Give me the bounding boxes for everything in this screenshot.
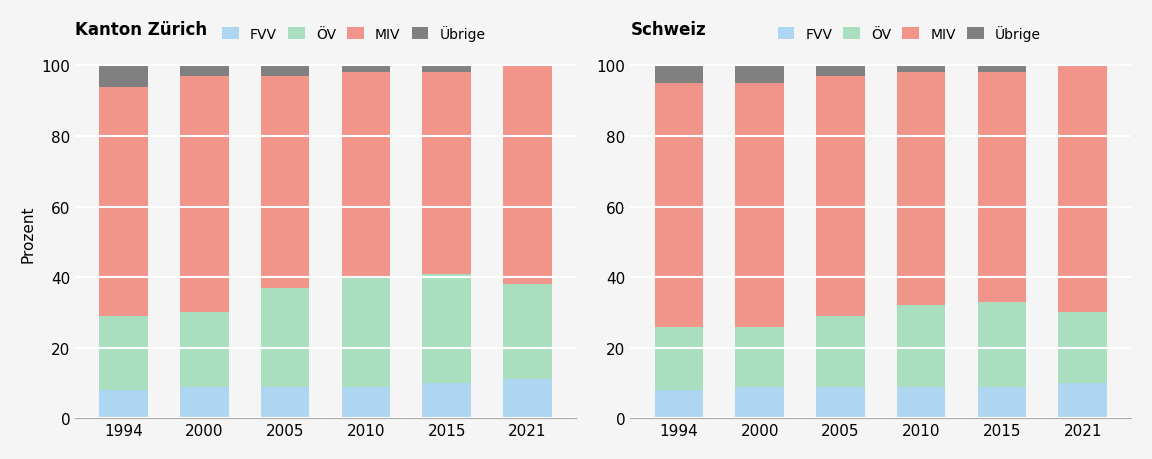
Bar bbox=[260, 77, 310, 288]
Bar bbox=[503, 380, 552, 419]
Legend: FVV, ÖV, MIV, Übrige: FVV, ÖV, MIV, Übrige bbox=[778, 26, 1040, 42]
Bar bbox=[99, 66, 147, 87]
Bar bbox=[654, 390, 703, 419]
Bar bbox=[735, 327, 783, 386]
Bar bbox=[897, 306, 946, 386]
Bar bbox=[99, 390, 147, 419]
Bar bbox=[978, 66, 1026, 73]
Bar bbox=[180, 66, 228, 77]
Bar bbox=[978, 386, 1026, 419]
Bar bbox=[99, 87, 147, 316]
Bar bbox=[654, 84, 703, 327]
Bar bbox=[260, 386, 310, 419]
Bar bbox=[654, 66, 703, 84]
Bar bbox=[735, 386, 783, 419]
Bar bbox=[180, 77, 228, 313]
Bar bbox=[897, 73, 946, 306]
Bar bbox=[735, 84, 783, 327]
Legend: FVV, ÖV, MIV, Übrige: FVV, ÖV, MIV, Übrige bbox=[222, 26, 485, 42]
Bar bbox=[654, 327, 703, 390]
Bar bbox=[735, 66, 783, 84]
Text: Kanton Zürich: Kanton Zürich bbox=[75, 21, 207, 39]
Bar bbox=[1059, 383, 1107, 419]
Bar bbox=[99, 316, 147, 390]
Bar bbox=[342, 66, 391, 73]
Y-axis label: Prozent: Prozent bbox=[21, 205, 36, 262]
Bar bbox=[180, 313, 228, 386]
Bar bbox=[897, 386, 946, 419]
Bar bbox=[1059, 66, 1107, 313]
Bar bbox=[260, 288, 310, 386]
Bar bbox=[503, 285, 552, 380]
Bar bbox=[816, 77, 865, 316]
Bar bbox=[423, 383, 471, 419]
Bar bbox=[978, 73, 1026, 302]
Bar bbox=[897, 66, 946, 73]
Bar bbox=[423, 274, 471, 383]
Bar bbox=[816, 386, 865, 419]
Bar bbox=[816, 66, 865, 77]
Bar bbox=[342, 73, 391, 278]
Bar bbox=[342, 386, 391, 419]
Bar bbox=[503, 66, 552, 285]
Bar bbox=[423, 66, 471, 73]
Bar bbox=[180, 386, 228, 419]
Bar bbox=[423, 73, 471, 274]
Bar bbox=[816, 316, 865, 386]
Bar bbox=[978, 302, 1026, 386]
Bar bbox=[260, 66, 310, 77]
Bar bbox=[1059, 313, 1107, 383]
Text: Schweiz: Schweiz bbox=[630, 21, 706, 39]
Bar bbox=[342, 278, 391, 386]
